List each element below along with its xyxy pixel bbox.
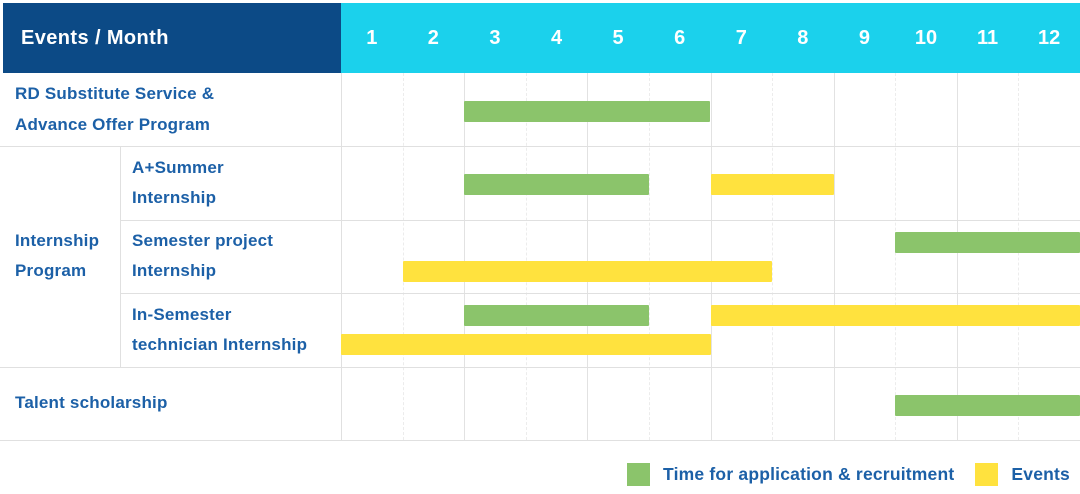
bar-events	[402, 260, 773, 282]
month-gridline	[402, 73, 404, 440]
row-separator	[0, 146, 1080, 148]
gantt-row: RD Substitute Service & Advance Offer Pro…	[0, 73, 1080, 146]
gantt-row: In-Semester technician Internship	[0, 293, 1080, 366]
row-separator	[0, 366, 1080, 368]
bar-events	[341, 334, 711, 356]
bar-events	[710, 305, 1080, 327]
month-header-2: 2	[427, 26, 439, 49]
month-header-10: 10	[914, 26, 938, 49]
month-header-1: 1	[366, 26, 378, 49]
month-header-row: 1 2 3 4 5 6 7 8 9 10 11 12	[341, 3, 1080, 73]
legend: Time for application & recruitment Event…	[627, 463, 1070, 486]
month-header-5: 5	[612, 26, 624, 49]
events-month-header-cell: Events / Month	[3, 3, 341, 73]
bar-application	[464, 174, 649, 196]
row-label: A+Summer Internship	[132, 157, 224, 208]
row-label: In-Semester technician Internship	[132, 304, 308, 354]
chart-body: RD Substitute Service & Advance Offer Pro…	[0, 73, 1080, 441]
month-gridline	[587, 73, 589, 440]
month-gridlines	[341, 73, 1080, 440]
month-header-7: 7	[735, 26, 747, 49]
month-gridline	[648, 73, 650, 440]
group-sublabel-divider	[120, 146, 121, 367]
bar-application	[464, 305, 649, 327]
month-header-6: 6	[674, 26, 686, 49]
row-label: Talent scholarship	[15, 393, 168, 413]
row-chart-area	[341, 367, 1080, 440]
row-separator	[0, 440, 1080, 441]
row-chart-area	[341, 220, 1080, 293]
month-gridline	[772, 73, 774, 440]
bar-application	[895, 394, 1080, 416]
bar-application	[464, 101, 711, 122]
row-separator	[120, 293, 1080, 295]
label-chart-divider	[341, 73, 342, 440]
gantt-row: Semester project Internship	[0, 220, 1080, 293]
month-header-3: 3	[489, 26, 501, 49]
gantt-row: Talent scholarship	[0, 367, 1080, 440]
month-header-8: 8	[797, 26, 809, 49]
row-chart-area	[341, 73, 1080, 146]
legend-label-events: Events	[1011, 464, 1070, 484]
legend-label-application: Time for application & recruitment	[663, 464, 955, 484]
legend-swatch-application	[627, 463, 651, 486]
month-gridline	[525, 73, 527, 440]
gantt-row: A+Summer Internship	[0, 146, 1080, 219]
month-header-12: 12	[1038, 26, 1061, 49]
month-header-9: 9	[858, 26, 870, 49]
row-chart-area	[341, 146, 1080, 219]
row-chart-area	[341, 293, 1080, 366]
page-title: Events / Month	[21, 26, 169, 49]
month-gridline	[710, 73, 712, 440]
row-separator	[120, 219, 1080, 221]
month-gridline	[464, 73, 466, 440]
legend-swatch-events	[975, 463, 999, 486]
month-gridline	[895, 73, 897, 440]
group-label-internship-program: Internship Program	[15, 231, 100, 281]
month-header-11: 11	[976, 26, 999, 49]
row-label: Semester project Internship	[132, 231, 274, 281]
month-gridline	[1018, 73, 1020, 440]
month-header-4: 4	[550, 26, 563, 49]
bar-events	[710, 174, 834, 196]
row-label: RD Substitute Service & Advance Offer Pro…	[15, 84, 215, 134]
month-gridline	[956, 73, 958, 440]
month-gridline	[833, 73, 835, 440]
bar-application	[895, 231, 1080, 253]
